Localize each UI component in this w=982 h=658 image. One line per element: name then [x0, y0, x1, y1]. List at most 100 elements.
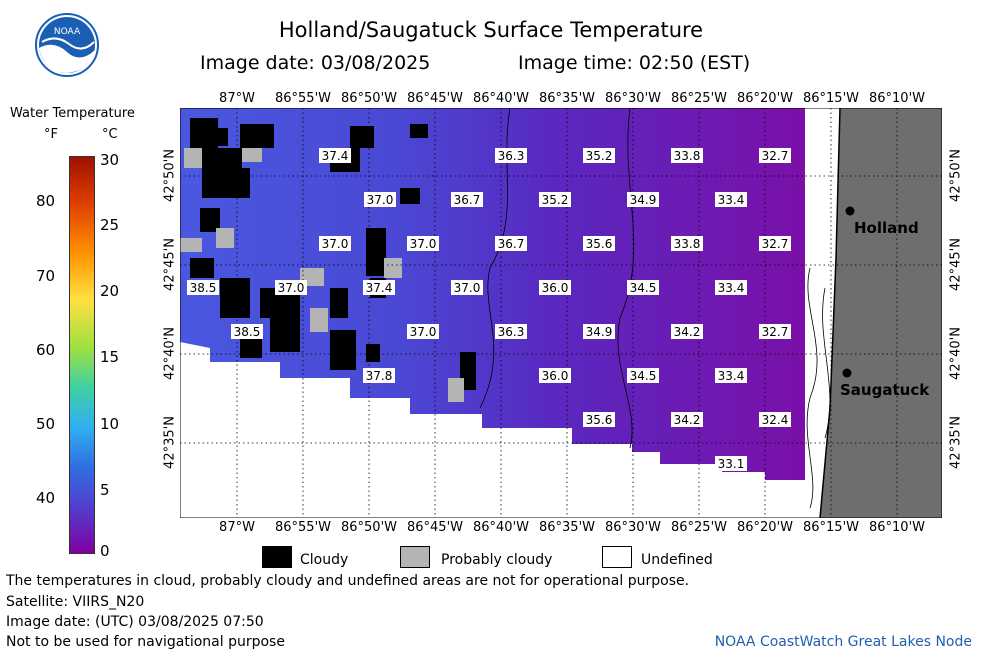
legend-swatch-cloudy: [262, 546, 292, 568]
colorbar-tick-f: 60: [36, 341, 56, 359]
lon-label-bottom: 86°10'W: [868, 520, 925, 535]
svg-text:33.1: 33.1: [718, 457, 745, 471]
legend-swatch-undefined: [602, 546, 632, 568]
svg-text:37.0: 37.0: [322, 237, 349, 251]
logo-text: NOAA: [54, 27, 81, 37]
image-time: Image time: 02:50 (EST): [518, 52, 751, 74]
temperature-label: 32.4: [759, 412, 791, 427]
svg-text:33.8: 33.8: [674, 149, 701, 163]
temperature-label: 33.8: [671, 236, 703, 251]
temperature-label: 32.7: [759, 148, 791, 163]
lon-label-top: 86°45'W: [406, 91, 463, 106]
temperature-label: 35.2: [583, 148, 615, 163]
cloud-mask: [190, 118, 476, 390]
temperature-label: 37.0: [407, 236, 439, 251]
lon-label-top: 86°35'W: [538, 91, 595, 106]
colorbar-title: Water Temperature: [10, 106, 135, 121]
lat-label-left: 42°35'N: [162, 416, 178, 469]
colorbar-tick-f: 40: [36, 489, 56, 507]
temperature-label: 36.3: [495, 148, 527, 163]
svg-text:34.2: 34.2: [674, 325, 701, 339]
lon-label-bottom: 86°35'W: [538, 520, 595, 535]
lon-label-bottom: 86°20'W: [736, 520, 793, 535]
svg-text:37.0: 37.0: [410, 237, 437, 251]
colorbar-tick-c: 25: [100, 216, 120, 234]
svg-text:32.7: 32.7: [762, 237, 789, 251]
svg-text:36.0: 36.0: [542, 281, 569, 295]
svg-text:35.6: 35.6: [586, 413, 613, 427]
credit-text: NOAA CoastWatch Great Lakes Node: [714, 634, 972, 650]
lon-label-top: 86°55'W: [274, 91, 331, 106]
lon-label-bottom: 86°40'W: [472, 520, 529, 535]
legend-label-undefined: Undefined: [641, 552, 713, 568]
temperature-label: 37.0: [364, 192, 396, 207]
svg-text:36.7: 36.7: [498, 237, 525, 251]
colorbar-tick-c: 15: [100, 348, 120, 366]
svg-text:37.0: 37.0: [367, 193, 394, 207]
utc-date-text: Image date: (UTC) 03/08/2025 07:50: [6, 614, 264, 630]
temperature-label: 37.8: [363, 368, 395, 383]
temperature-label: 36.0: [539, 280, 571, 295]
svg-text:32.4: 32.4: [762, 413, 789, 427]
lon-label-top: 86°30'W: [604, 91, 661, 106]
temperature-label: 33.4: [715, 192, 747, 207]
lat-label-left: 42°40'N: [162, 327, 178, 380]
temperature-label: 33.4: [715, 280, 747, 295]
noaa-logo: NOAA: [35, 13, 99, 77]
svg-text:36.3: 36.3: [498, 325, 525, 339]
svg-text:37.8: 37.8: [366, 369, 393, 383]
colorbar-tick-f: 50: [36, 415, 56, 433]
svg-text:34.9: 34.9: [630, 193, 657, 207]
temperature-labels: 37.4 36.3 35.2 33.8 32.7 37.0 36.7 35.2 34.9 33.4…: [187, 148, 791, 471]
temperature-label: 34.2: [671, 412, 703, 427]
navigation-warning: Not to be used for navigational purpose: [6, 634, 285, 650]
lat-label-right: 42°35'N: [948, 416, 964, 469]
graticule: [180, 108, 942, 518]
image-date: Image date: 03/08/2025: [200, 52, 431, 74]
lon-label-top: 86°15'W: [802, 91, 859, 106]
lon-label-bottom: 86°45'W: [406, 520, 463, 535]
legend-label-probably-cloudy: Probably cloudy: [441, 552, 553, 568]
colorbar-tick-f: 80: [36, 192, 56, 210]
colorbar-tick-c: 30: [100, 151, 120, 169]
lon-label-bottom: 86°55'W: [274, 520, 331, 535]
saugatuck-marker: [842, 368, 852, 378]
lon-label-top: 86°10'W: [868, 91, 925, 106]
temperature-label: 33.8: [671, 148, 703, 163]
svg-text:37.4: 37.4: [322, 149, 349, 163]
temperature-label: 34.9: [583, 324, 615, 339]
svg-text:37.4: 37.4: [366, 281, 393, 295]
lon-label-bottom: 87°W: [219, 520, 255, 535]
svg-text:33.4: 33.4: [718, 281, 745, 295]
lon-label-bottom: 86°15'W: [802, 520, 859, 535]
svg-text:33.4: 33.4: [718, 193, 745, 207]
colorbar-tick-c: 20: [100, 282, 120, 300]
holland-marker: [845, 206, 855, 216]
shoreline: [819, 108, 841, 518]
svg-text:36.7: 36.7: [454, 193, 481, 207]
temperature-label: 35.6: [583, 412, 615, 427]
temperature-label: 35.2: [539, 192, 571, 207]
place-label-holland: Holland: [854, 219, 919, 237]
svg-text:35.6: 35.6: [586, 237, 613, 251]
temperature-label: 36.7: [495, 236, 527, 251]
temperature-label: 37.0: [319, 236, 351, 251]
temperature-label: 34.2: [671, 324, 703, 339]
satellite-text: Satellite: VIIRS_N20: [6, 594, 145, 610]
temperature-label: 35.6: [583, 236, 615, 251]
colorbar-unit-c: °C: [102, 127, 118, 142]
temperature-map: 37.4 36.3 35.2 33.8 32.7 37.0 36.7 35.2 34.9 33.4…: [180, 108, 942, 518]
lon-label-bottom: 86°30'W: [604, 520, 661, 535]
temperature-label: 36.0: [539, 368, 571, 383]
svg-text:34.5: 34.5: [630, 281, 657, 295]
lat-label-right: 42°50'N: [948, 149, 964, 202]
lon-label-bottom: 86°25'W: [670, 520, 727, 535]
lon-label-top: 86°50'W: [340, 91, 397, 106]
legend-swatch-probably-cloudy: [400, 546, 430, 568]
temperature-label: 37.4: [363, 280, 395, 295]
disclaimer-text: The temperatures in cloud, probably clou…: [6, 573, 690, 589]
lon-label-top: 86°20'W: [736, 91, 793, 106]
temperature-label: 37.0: [275, 280, 307, 295]
svg-text:34.5: 34.5: [630, 369, 657, 383]
temperature-label: 37.4: [319, 148, 351, 163]
